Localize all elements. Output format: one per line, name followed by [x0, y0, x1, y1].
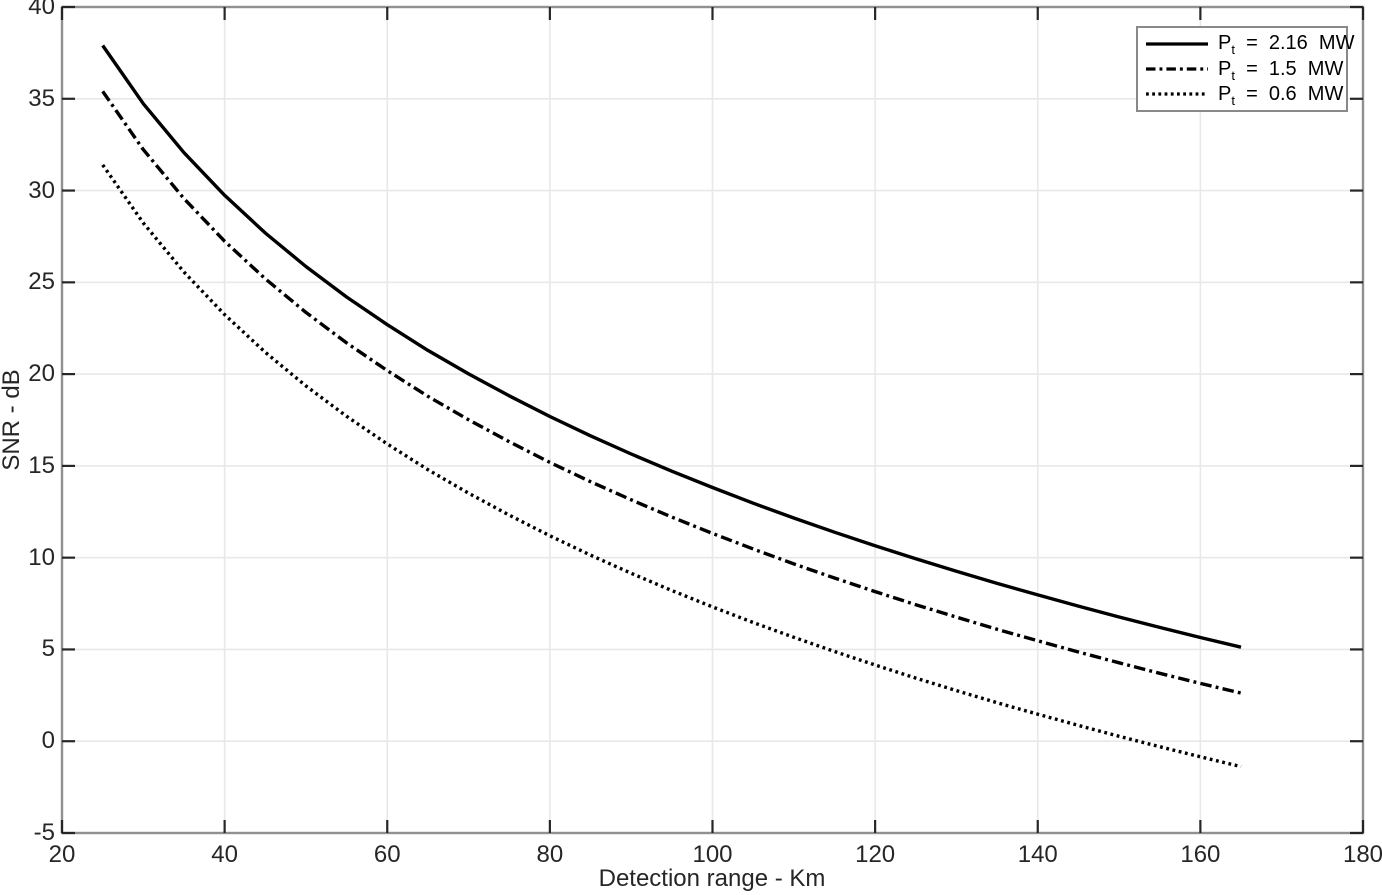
legend-entry-label: Pt = 1.5 MW: [1218, 57, 1344, 83]
series-line-pt-1.5-mw: [101, 90, 1242, 695]
y-tick-label: 0: [41, 727, 55, 755]
x-tick-label: 120: [855, 841, 896, 868]
legend-line-sample-dotted: [1146, 92, 1208, 96]
x-tick-label: 140: [1017, 841, 1058, 868]
legend-line-sample-dashdot: [1146, 67, 1208, 71]
y-tick-label: 5: [41, 635, 55, 663]
legend-entry: Pt = 2.16 MW: [1145, 32, 1354, 56]
x-axis-label: Detection range - Km: [598, 865, 826, 892]
x-tick-label: 40: [211, 841, 238, 868]
y-tick-label: 20: [28, 360, 55, 388]
y-tick-label: 10: [28, 543, 55, 571]
y-tick-label: 40: [28, 0, 55, 20]
y-tick-label: -5: [33, 819, 55, 846]
series-line-pt-2.16-mw: [101, 44, 1242, 649]
y-tick-label: 15: [28, 451, 55, 479]
series-line-pt-0.6-mw: [101, 163, 1242, 769]
y-tick-label: 35: [28, 84, 55, 112]
legend-entry: Pt = 1.5 MW: [1145, 57, 1344, 83]
legend-line-sample-solid: [1146, 42, 1208, 46]
legend-entry-label: Pt = 0.6 MW: [1218, 82, 1344, 108]
y-tick-label: 25: [28, 268, 55, 296]
x-tick-label: 20: [48, 841, 76, 868]
legend-entry: Pt = 0.6 MW: [1145, 82, 1344, 108]
x-tick-label: 180: [1342, 841, 1382, 868]
x-tick-label: 100: [692, 841, 733, 868]
x-tick-label: 160: [1180, 841, 1221, 868]
x-tick-label: 60: [373, 841, 401, 868]
x-tick-label: 80: [536, 841, 564, 868]
y-tick-label: 30: [28, 176, 55, 204]
legend-entry-label: Pt = 2.16 MW: [1218, 32, 1355, 58]
legend: Pt = 2.16 MW Pt = 1.5 MW Pt = 0.6 MW: [1136, 26, 1354, 112]
